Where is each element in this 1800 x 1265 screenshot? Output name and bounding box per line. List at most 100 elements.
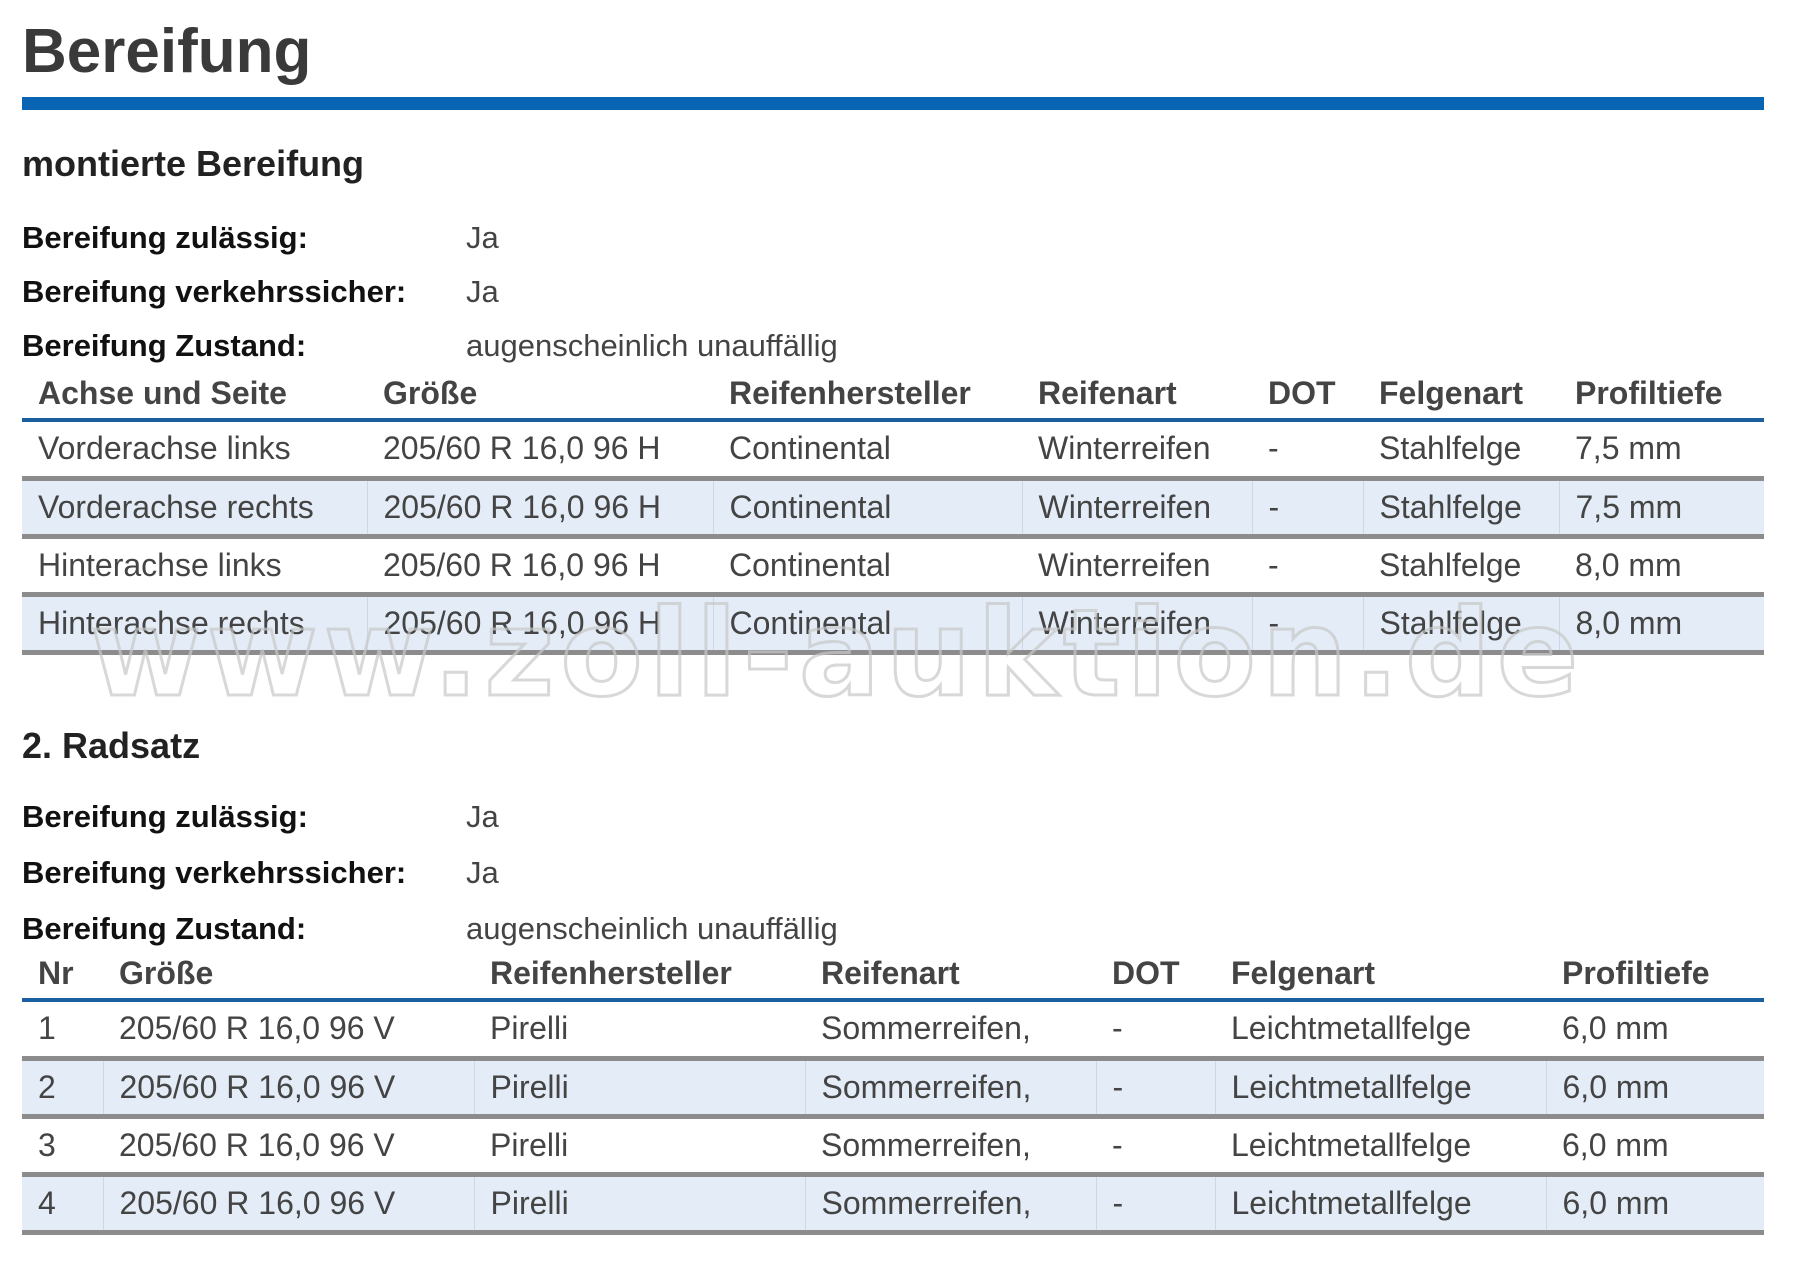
table-row: 2 205/60 R 16,0 96 V Pirelli Sommerreifen, -… bbox=[22, 1058, 1764, 1119]
table-cell: Continental bbox=[712, 594, 1022, 655]
table-row: Hinterachse rechts 205/60 R 16,0 96 H Cont… bbox=[22, 594, 1764, 655]
info-label: Bereifung zulässig: bbox=[22, 220, 308, 255]
table-cell: - bbox=[1095, 1058, 1215, 1119]
table-header: Nr Größe Reifenhersteller Reifenart DOT Felge… bbox=[22, 948, 1764, 1002]
column-header: DOT bbox=[1096, 948, 1215, 1002]
table-cell: Leichtmetallfelge bbox=[1214, 1058, 1546, 1119]
table-cell: - bbox=[1096, 1000, 1215, 1061]
table-row: 1 205/60 R 16,0 96 V Pirelli Sommerreifen, -… bbox=[22, 1000, 1764, 1061]
table-row: Hinterachse links 205/60 R 16,0 96 H Conti… bbox=[22, 536, 1764, 597]
table-cell: Pirelli bbox=[474, 1116, 805, 1177]
table-cell: - bbox=[1252, 420, 1363, 481]
page-title: Bereifung bbox=[22, 17, 312, 86]
table-cell: - bbox=[1251, 478, 1363, 539]
table-cell: Pirelli bbox=[473, 1058, 805, 1119]
table-cell: 6,0 mm bbox=[1546, 1000, 1764, 1061]
table-cell: 1 bbox=[22, 1000, 103, 1061]
table-cell: Sommerreifen, bbox=[804, 1174, 1096, 1235]
info-row: Bereifung zulässig: Ja bbox=[22, 797, 1022, 837]
table-header: Achse und Seite Größe Reifenhersteller Reif… bbox=[22, 368, 1764, 422]
title-divider bbox=[22, 97, 1764, 110]
info-label: Bereifung verkehrssicher: bbox=[22, 274, 407, 309]
table-cell: Winterreifen bbox=[1021, 478, 1252, 539]
table-row: Vorderachse rechts 205/60 R 16,0 96 H Cont… bbox=[22, 478, 1764, 539]
info-label: Bereifung verkehrssicher: bbox=[22, 855, 407, 890]
mounted-tires-table: Achse und Seite Größe Reifenhersteller Reif… bbox=[22, 368, 1764, 655]
column-header: Reifenhersteller bbox=[713, 368, 1022, 422]
info-value: Ja bbox=[466, 855, 499, 890]
info-value: augenscheinlich unauffällig bbox=[466, 328, 838, 363]
table-cell: Leichtmetallfelge bbox=[1215, 1116, 1546, 1177]
info-value: Ja bbox=[466, 799, 499, 834]
table-cell: 2 bbox=[22, 1058, 103, 1119]
table-cell: Sommerreifen, bbox=[804, 1058, 1096, 1119]
table-cell: Sommerreifen, bbox=[805, 1116, 1096, 1177]
table-cell: 7,5 mm bbox=[1559, 420, 1764, 481]
table-cell: Hinterachse links bbox=[22, 536, 367, 597]
table-cell: 205/60 R 16,0 96 H bbox=[366, 478, 713, 539]
info-row: Bereifung verkehrssicher: Ja bbox=[22, 272, 1022, 312]
column-header: Reifenhersteller bbox=[474, 948, 805, 1002]
column-header: Profiltiefe bbox=[1546, 948, 1764, 1002]
table-cell: Pirelli bbox=[474, 1000, 805, 1061]
table-cell: 3 bbox=[22, 1116, 103, 1177]
table-cell: Stahlfelge bbox=[1362, 594, 1559, 655]
info-label: Bereifung Zustand: bbox=[22, 911, 307, 946]
info-row: Bereifung verkehrssicher: Ja bbox=[22, 853, 1022, 893]
table-cell: 8,0 mm bbox=[1558, 594, 1764, 655]
table-cell: 205/60 R 16,0 96 H bbox=[366, 594, 713, 655]
table-cell: 8,0 mm bbox=[1559, 536, 1764, 597]
table-cell: 205/60 R 16,0 96 V bbox=[103, 1116, 474, 1177]
column-header: DOT bbox=[1252, 368, 1363, 422]
table-cell: Pirelli bbox=[473, 1174, 805, 1235]
table-cell: Vorderachse rechts bbox=[22, 478, 367, 539]
table-cell: 205/60 R 16,0 96 V bbox=[102, 1058, 474, 1119]
second-set-table: Nr Größe Reifenhersteller Reifenart DOT Felge… bbox=[22, 948, 1764, 1235]
table-cell: Stahlfelge bbox=[1363, 536, 1559, 597]
table-cell: Sommerreifen, bbox=[805, 1000, 1096, 1061]
table-cell: - bbox=[1095, 1174, 1215, 1235]
table-cell: 4 bbox=[22, 1174, 103, 1235]
info-label: Bereifung zulässig: bbox=[22, 799, 308, 834]
column-header: Achse und Seite bbox=[22, 368, 367, 422]
table-cell: - bbox=[1096, 1116, 1215, 1177]
table-cell: Continental bbox=[713, 536, 1022, 597]
table-cell: Leichtmetallfelge bbox=[1215, 1000, 1546, 1061]
column-header: Reifenart bbox=[805, 948, 1096, 1002]
column-header: Größe bbox=[367, 368, 713, 422]
table-cell: Stahlfelge bbox=[1362, 478, 1559, 539]
info-row: Bereifung Zustand: augenscheinlich unauff… bbox=[22, 326, 1022, 366]
info-row: Bereifung zulässig: Ja bbox=[22, 218, 1022, 258]
table-cell: Stahlfelge bbox=[1363, 420, 1559, 481]
table-cell: 205/60 R 16,0 96 V bbox=[102, 1174, 474, 1235]
table-cell: Vorderachse links bbox=[22, 420, 367, 481]
table-cell: 205/60 R 16,0 96 H bbox=[367, 420, 713, 481]
table-cell: 6,0 mm bbox=[1545, 1058, 1764, 1119]
table-cell: Winterreifen bbox=[1021, 594, 1252, 655]
table-cell: Continental bbox=[713, 420, 1022, 481]
column-header: Nr bbox=[22, 948, 103, 1002]
table-cell: 205/60 R 16,0 96 H bbox=[367, 536, 713, 597]
info-value: augenscheinlich unauffällig bbox=[466, 911, 838, 946]
info-label: Bereifung Zustand: bbox=[22, 328, 307, 363]
info-row: Bereifung Zustand: augenscheinlich unauff… bbox=[22, 909, 1022, 949]
table-row: 4 205/60 R 16,0 96 V Pirelli Sommerreifen, -… bbox=[22, 1174, 1764, 1235]
table-cell: 6,0 mm bbox=[1546, 1116, 1764, 1177]
table-cell: - bbox=[1251, 594, 1363, 655]
table-cell: Hinterachse rechts bbox=[22, 594, 367, 655]
table-row: 3 205/60 R 16,0 96 V Pirelli Sommerreifen, -… bbox=[22, 1116, 1764, 1177]
table-cell: Winterreifen bbox=[1022, 420, 1252, 481]
column-header: Felgenart bbox=[1215, 948, 1546, 1002]
table-cell: Winterreifen bbox=[1022, 536, 1252, 597]
section-heading-mounted: montierte Bereifung bbox=[22, 143, 365, 184]
table-cell: 6,0 mm bbox=[1545, 1174, 1764, 1235]
column-header: Größe bbox=[103, 948, 474, 1002]
column-header: Profiltiefe bbox=[1559, 368, 1764, 422]
table-row: Vorderachse links 205/60 R 16,0 96 H Conti… bbox=[22, 420, 1764, 481]
table-cell: - bbox=[1252, 536, 1363, 597]
info-value: Ja bbox=[466, 220, 499, 255]
info-value: Ja bbox=[466, 274, 499, 309]
table-cell: 205/60 R 16,0 96 V bbox=[103, 1000, 474, 1061]
table-cell: Continental bbox=[712, 478, 1022, 539]
column-header: Reifenart bbox=[1022, 368, 1252, 422]
